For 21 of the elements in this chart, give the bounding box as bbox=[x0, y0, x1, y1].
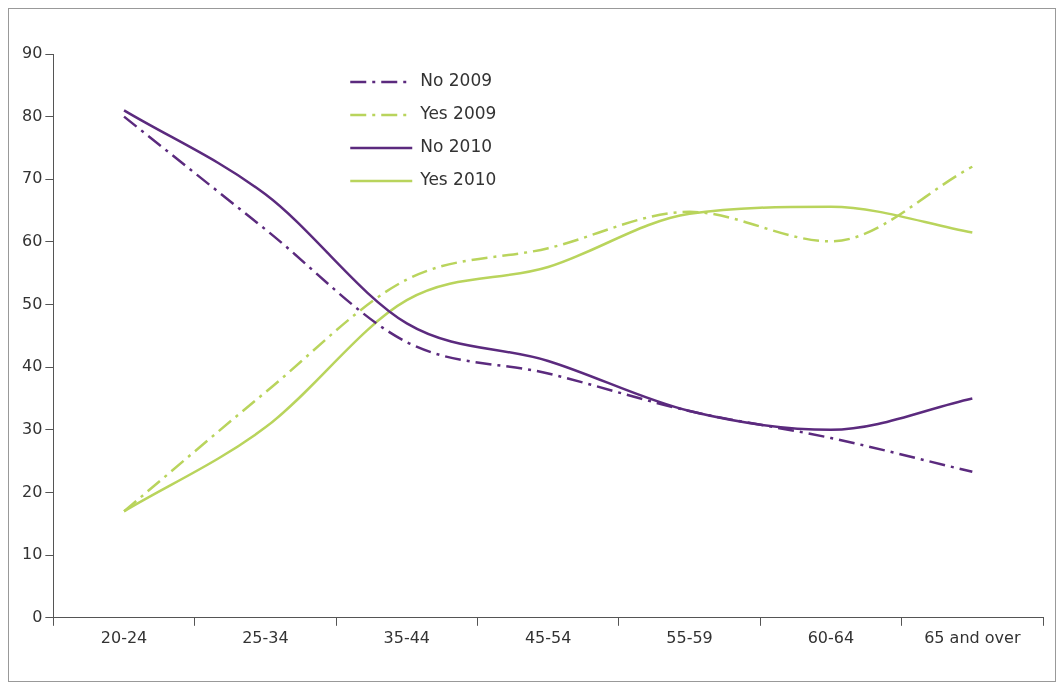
legend-label: Yes 2009 bbox=[419, 103, 497, 124]
y-tick-label: 30 bbox=[22, 419, 43, 439]
y-tick-label: 40 bbox=[22, 356, 43, 376]
x-tick-label: 35-44 bbox=[383, 627, 431, 647]
legend-label: Yes 2010 bbox=[419, 169, 497, 190]
x-tick-label: 60-64 bbox=[807, 627, 855, 647]
x-tick-label: 20-24 bbox=[100, 627, 148, 647]
x-tick-label: 25-34 bbox=[242, 627, 289, 647]
y-tick-label: 20 bbox=[22, 481, 43, 501]
y-tick-label: 70 bbox=[22, 168, 43, 188]
y-tick-label: 90 bbox=[22, 43, 43, 63]
legend-label: No 2009 bbox=[420, 70, 493, 91]
y-tick-label: 50 bbox=[22, 293, 43, 313]
y-tick-label: 60 bbox=[22, 231, 43, 251]
x-tick-label: 45-54 bbox=[524, 627, 572, 647]
y-tick-label: 80 bbox=[22, 105, 43, 125]
y-tick-label: 10 bbox=[22, 544, 43, 564]
x-tick-label: 55-59 bbox=[666, 627, 713, 647]
x-tick-label: 65 and over bbox=[924, 627, 1021, 647]
y-tick-label: 0 bbox=[32, 606, 43, 626]
legend-label: No 2010 bbox=[420, 136, 493, 157]
